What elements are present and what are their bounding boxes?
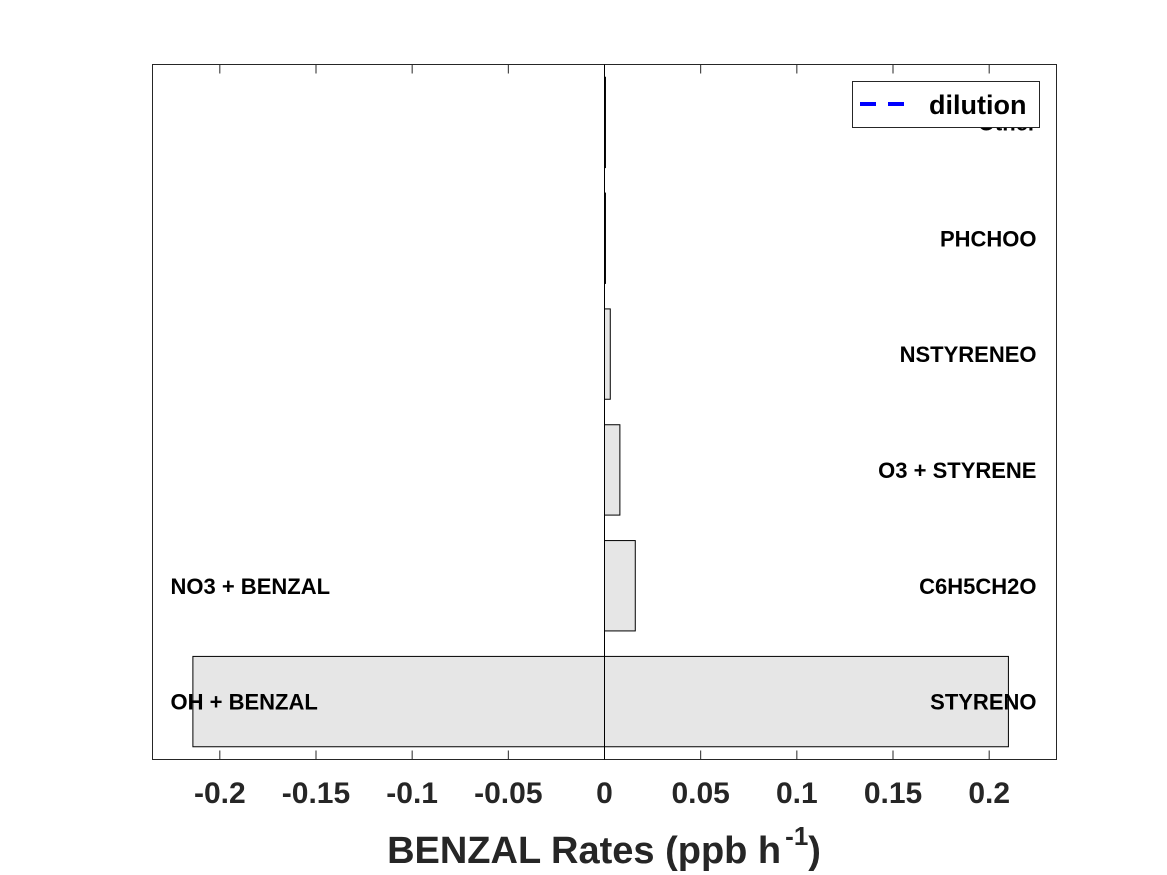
- bar-label-production-3: NSTYRENEO: [900, 342, 1037, 367]
- bar-label-loss-0: OH + BENZAL: [171, 690, 318, 715]
- bars-group: [192, 76, 1009, 748]
- legend-box: [852, 81, 1040, 128]
- bar-label-loss-1: NO3 + BENZAL: [171, 574, 331, 599]
- bar-production-0: [604, 655, 1009, 748]
- x-tick-label-7: 0.15: [864, 777, 922, 810]
- x-tick-label-3: -0.05: [474, 777, 542, 810]
- ticks-group: -0.2 -0.15 -0.1 -0.05 0 0.05 0.1 0.15 0.2: [194, 64, 1010, 810]
- x-tick-label-2: -0.1: [386, 777, 438, 810]
- legend: dilution: [852, 81, 1040, 128]
- bar-label-production-1: C6H5CH2O: [919, 574, 1036, 599]
- bar-production-1: [604, 540, 636, 632]
- bar-label-production-4: PHCHOO: [940, 226, 1037, 251]
- bar-production-2: [604, 424, 621, 516]
- x-tick-label-5: 0.05: [671, 777, 729, 810]
- x-tick-label-8: 0.2: [968, 777, 1010, 810]
- bar-production-3: [604, 308, 611, 400]
- x-tick-label-6: 0.1: [776, 777, 818, 810]
- x-tick-label-1: -0.15: [282, 777, 350, 810]
- x-tick-label-4: 0: [596, 777, 613, 810]
- legend-label: dilution: [929, 90, 1026, 120]
- x-tick-label-0: -0.2: [194, 777, 246, 810]
- bar-label-production-0: STYRENO: [930, 690, 1036, 715]
- x-axis-label: BENZAL Rates (ppb h -1): [387, 821, 821, 872]
- bar-label-production-2: O3 + STYRENE: [878, 458, 1036, 483]
